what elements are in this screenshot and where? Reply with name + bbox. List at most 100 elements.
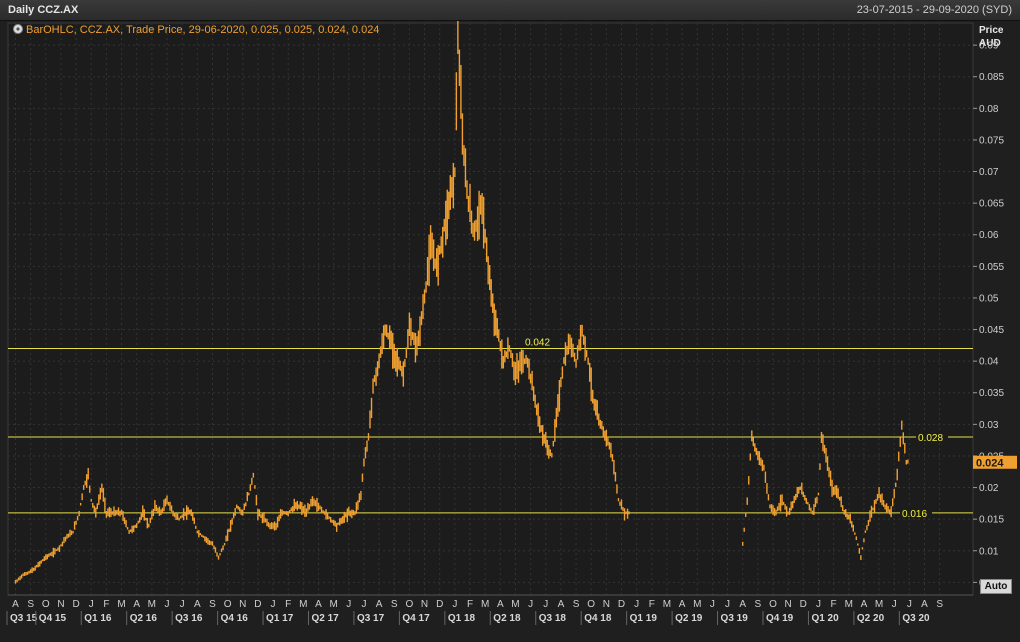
y-tick-label: 0.03: [979, 420, 999, 431]
x-month-label: M: [481, 599, 489, 610]
x-month-label: D: [800, 599, 807, 610]
x-month-label: M: [845, 599, 853, 610]
horizontal-line-label: 0.016: [902, 509, 927, 520]
x-month-label: J: [165, 599, 170, 610]
horizontal-line-label: 0.042: [525, 338, 550, 349]
x-quarter-label: Q1 18: [448, 613, 476, 624]
x-month-label: M: [693, 599, 701, 610]
x-month-label: F: [285, 599, 291, 610]
auto-scale-button[interactable]: Auto: [980, 579, 1012, 594]
x-month-label: O: [406, 599, 414, 610]
x-quarter-label: Q1 19: [630, 613, 658, 624]
x-month-label: J: [543, 599, 548, 610]
x-quarter-label: Q2 16: [130, 613, 158, 624]
y-tick-label: 0.06: [979, 230, 999, 241]
x-month-label: N: [785, 599, 792, 610]
plot-area[interactable]: [7, 22, 974, 596]
y-tick-label: 0.05: [979, 293, 999, 304]
y-tick-label: 0.07: [979, 167, 999, 178]
x-month-label: N: [239, 599, 246, 610]
x-month-label: S: [755, 599, 762, 610]
x-month-label: M: [663, 599, 671, 610]
x-month-label: S: [573, 599, 580, 610]
current-price-tag: 0.024: [973, 455, 1017, 469]
x-month-label: J: [346, 599, 351, 610]
x-quarter-label: Q1 20: [811, 613, 839, 624]
series-settings-icon[interactable]: [13, 24, 23, 34]
x-month-label: A: [194, 599, 201, 610]
x-month-label: A: [921, 599, 928, 610]
x-month-label: M: [117, 599, 125, 610]
x-quarter-label: Q4 17: [402, 613, 430, 624]
date-range: 23-07-2015 - 29-09-2020 (SYD): [856, 4, 1012, 16]
x-quarter-label: Q3 17: [357, 613, 385, 624]
price-chart[interactable]: 0.042 0.028 0.016 BarOHLC, CCZ.AX, Trade P…: [0, 21, 1020, 642]
x-month-label: J: [89, 599, 94, 610]
x-quarter-label: Q4 15: [39, 613, 67, 624]
y-axis-title-price: Price: [979, 25, 1004, 36]
y-axis: 0.0050.010.0150.020.0250.030.0350.040.04…: [973, 41, 1004, 589]
x-month-label: M: [511, 599, 519, 610]
y-tick-label: 0.09: [979, 41, 999, 52]
x-quarter-label: Q3 19: [721, 613, 749, 624]
x-quarter-label: Q2 18: [493, 613, 521, 624]
y-tick-label: 0.08: [979, 104, 999, 115]
y-tick-label: 0.01: [979, 546, 999, 557]
x-month-label: J: [361, 599, 366, 610]
x-month-label: F: [649, 599, 655, 610]
x-month-label: J: [271, 599, 276, 610]
x-month-label: N: [421, 599, 428, 610]
x-month-label: S: [209, 599, 216, 610]
x-quarter-label: Q3 15: [10, 613, 38, 624]
x-month-label: M: [299, 599, 307, 610]
x-month-label: J: [634, 599, 639, 610]
x-month-label: M: [329, 599, 337, 610]
x-month-label: J: [452, 599, 457, 610]
x-month-label: A: [739, 599, 746, 610]
x-month-label: A: [558, 599, 565, 610]
x-quarter-label: Q1 17: [266, 613, 294, 624]
x-month-label: A: [497, 599, 504, 610]
x-quarter-label: Q3 20: [902, 613, 930, 624]
price-series: [14, 21, 909, 584]
y-tick-label: 0.02: [979, 483, 999, 494]
y-tick-label: 0.075: [979, 135, 1004, 146]
x-quarter-label: Q2 17: [312, 613, 340, 624]
x-month-label: S: [936, 599, 943, 610]
series-legend[interactable]: BarOHLC, CCZ.AX, Trade Price, 29-06-2020…: [26, 24, 379, 36]
y-axis-title-currency: AUD: [979, 38, 1001, 49]
y-tick-label: 0.035: [979, 388, 1004, 399]
x-month-label: S: [391, 599, 398, 610]
x-month-label: O: [587, 599, 595, 610]
x-month-label: A: [133, 599, 140, 610]
x-quarter-label: Q2 20: [857, 613, 885, 624]
x-quarter-label: Q4 18: [584, 613, 612, 624]
x-month-label: A: [12, 599, 19, 610]
x-month-label: O: [769, 599, 777, 610]
x-month-label: J: [528, 599, 533, 610]
y-tick-label: 0.04: [979, 357, 999, 368]
x-month-label: F: [831, 599, 837, 610]
x-month-label: J: [180, 599, 185, 610]
title-bar: Daily CCZ.AX 23-07-2015 - 29-09-2020 (SY…: [0, 0, 1020, 21]
x-month-label: N: [603, 599, 610, 610]
window-title: Daily CCZ.AX: [8, 4, 79, 16]
x-quarter-label: Q4 16: [221, 613, 249, 624]
x-month-label: M: [148, 599, 156, 610]
x-month-label: F: [103, 599, 109, 610]
horizontal-line-label-bg: [900, 506, 932, 518]
x-month-label: D: [436, 599, 443, 610]
x-month-label: O: [42, 599, 50, 610]
x-month-label: J: [892, 599, 897, 610]
grid-lines: [8, 23, 973, 595]
x-quarter-label: Q3 16: [175, 613, 203, 624]
x-month-label: A: [679, 599, 686, 610]
x-quarter-label: Q4 19: [766, 613, 794, 624]
x-quarter-label: Q1 16: [84, 613, 112, 624]
x-month-label: J: [816, 599, 821, 610]
x-month-label: D: [254, 599, 261, 610]
x-month-label: D: [72, 599, 79, 610]
x-month-label: F: [467, 599, 473, 610]
